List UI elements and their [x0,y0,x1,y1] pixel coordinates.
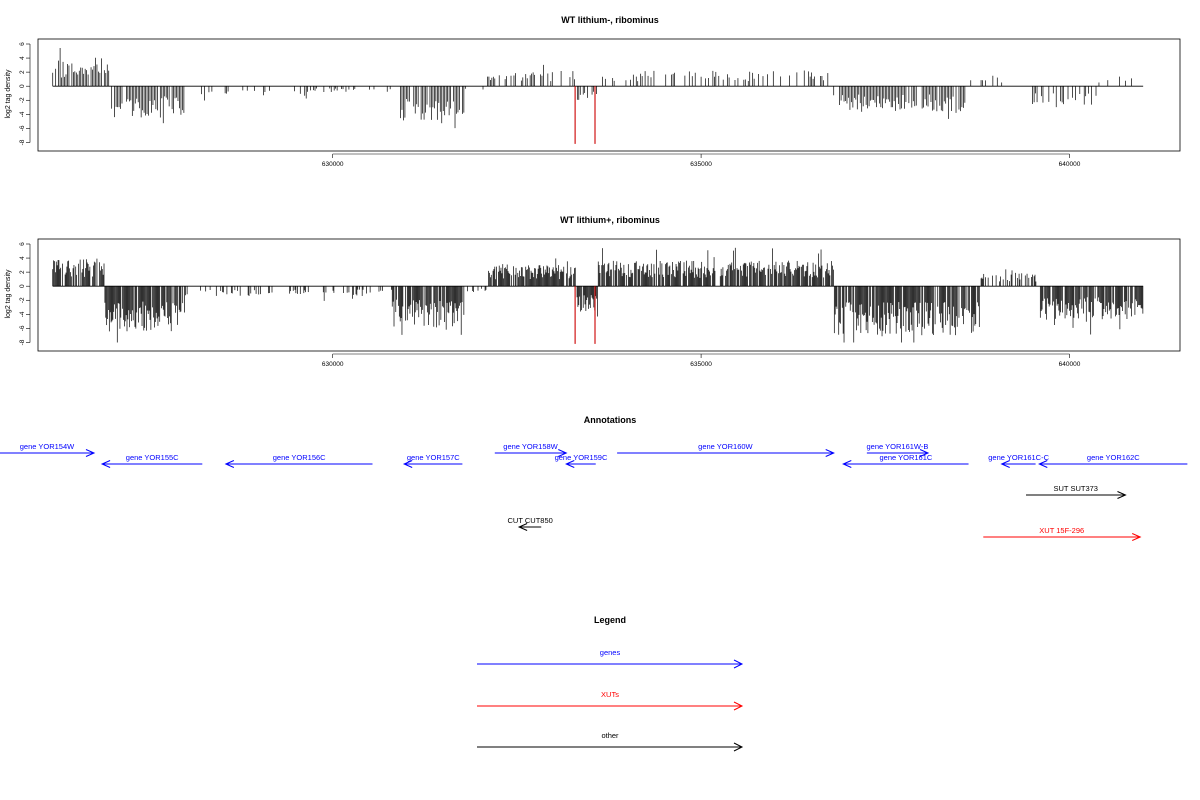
annotation-feature: gene YOR160W [617,442,835,457]
feature-arrowhead [402,460,413,468]
feature-arrowhead [1000,460,1010,468]
plot-frame [37,38,1181,152]
annotation-feature: gene YOR158W [494,442,568,457]
x-tick-label: 630000 [322,161,344,168]
x-tick-label: 640000 [1059,361,1081,368]
legend-items: genes XUTs other [477,648,744,752]
legend-label: genes [600,648,621,657]
feature-label: gene YOR155C [126,453,179,462]
legend-arrowhead [733,659,744,669]
feature-arrowhead [1117,491,1127,499]
feature-label: gene YOR162C [1087,453,1140,462]
x-tick-label: 630000 [322,361,344,368]
feature-label: gene YOR160W [698,442,753,451]
annotation-feature: gene YOR162C [1038,453,1188,468]
x-axis: 630000 635000 640000 [322,153,1081,168]
feature-label: gene YOR158W [503,442,558,451]
y-tick-label: -4 [19,111,26,117]
annotation-feature: gene YOR161C [842,453,969,468]
feature-label: gene YOR154W [20,442,75,451]
feature-label: gene YOR161C [880,453,933,462]
legend-title: Legend [594,615,626,625]
x-tick-label: 635000 [690,361,712,368]
density-bars [52,47,1144,144]
feature-arrowhead [558,449,568,457]
feature-arrowhead [224,460,235,468]
y-tick-label: -8 [19,139,26,145]
annotation-feature: CUT CUT850 [508,516,553,531]
feature-label: gene YOR159C [555,453,608,462]
annotation-feature: gene YOR159C [555,453,608,468]
legend-item-xuts: XUTs [477,690,744,711]
feature-arrowhead [825,449,835,457]
legend: Legend genes XUTs other [477,615,744,752]
y-tick-label: -4 [19,311,26,317]
feature-label: gene YOR156C [273,453,326,462]
feature-arrowhead [842,460,852,468]
feature-label: gene YOR157C [407,453,460,462]
y-tick-label: 2 [19,270,26,274]
y-tick-label: 2 [19,70,26,74]
y-tick-label: 4 [19,56,26,60]
legend-arrowhead [733,701,744,711]
y-tick-label: 0 [19,84,26,88]
y-axis: 6 4 2 0 -2 -4 -6 -8 [19,242,31,345]
annotation-feature: SUT SUT373 [1026,484,1127,499]
annotation-feature: gene YOR161C-C [988,453,1050,468]
feature-label: XUT 15F-296 [1039,526,1084,535]
annotation-feature: XUT 15F-296 [983,526,1142,541]
legend-item-genes: genes [477,648,744,669]
y-tick-label: 0 [19,284,26,288]
y-axis-label: log2 tag density [5,269,12,319]
feature-label: CUT CUT850 [508,516,553,525]
annotation-feature: gene YOR157C [402,453,463,468]
y-tick-label: -2 [19,97,26,103]
feature-arrowhead [565,460,575,468]
feature-label: SUT SUT373 [1054,484,1098,493]
y-tick-label: -8 [19,339,26,345]
feature-arrowhead [100,460,111,468]
density-bars [52,247,1144,344]
x-axis: 630000 635000 640000 [322,353,1081,368]
feature-arrowhead [517,523,528,531]
panel-title: WT lithium-, ribominus [561,15,659,25]
x-tick-label: 640000 [1059,161,1081,168]
legend-item-other: other [477,731,744,752]
annotations-title: Annotations [584,415,637,425]
panel-title: WT lithium+, ribominus [560,215,660,225]
feature-arrowhead [85,449,96,457]
feature-arrowhead [1038,460,1048,468]
x-tick-label: 635000 [690,161,712,168]
annotation-feature: gene YOR156C [224,453,373,468]
legend-label: XUTs [601,690,619,699]
feature-arrowhead [919,449,930,457]
y-tick-label: 6 [19,42,26,46]
legend-arrowhead [733,742,744,752]
plot-frame [37,238,1181,352]
feature-arrowhead [1132,533,1142,541]
y-tick-label: 4 [19,256,26,260]
feature-label: gene YOR161W-B [867,442,929,451]
annotation-feature: gene YOR154W [0,442,96,457]
annotation-feature: gene YOR155C [100,453,203,468]
annotation-feature: gene YOR161W-B [867,442,930,457]
y-axis: 6 4 2 0 -2 -4 -6 -8 [19,42,31,145]
feature-label: gene YOR161C-C [988,453,1049,462]
density-panel-lithium-minus: WT lithium-, ribominus log2 tag density … [5,15,1181,168]
density-panel-lithium-plus: WT lithium+, ribominus log2 tag density … [5,215,1181,368]
annotation-features: gene YOR154W gene YOR155C gene YOR156C gene… [0,442,1188,541]
y-tick-label: 6 [19,242,26,246]
y-tick-label: -6 [19,325,26,331]
y-tick-label: -2 [19,297,26,303]
legend-label: other [601,731,619,740]
y-axis-label: log2 tag density [5,69,12,119]
y-tick-label: -6 [19,125,26,131]
